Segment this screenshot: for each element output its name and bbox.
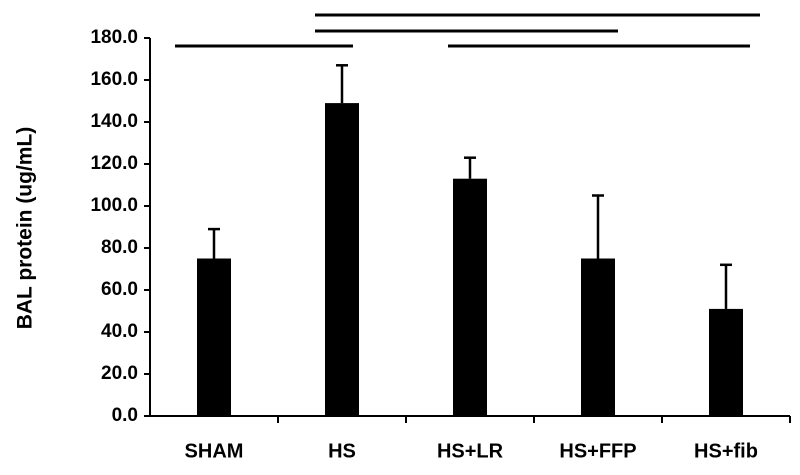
y-tick-label: 0.0 [112, 405, 138, 426]
bar [709, 308, 743, 416]
error-bar [336, 64, 348, 104]
x-tick-label: HS+FFP [559, 440, 636, 462]
y-tick-label: 100.0 [90, 195, 138, 216]
error-bar [592, 194, 604, 259]
error-bar [720, 263, 732, 309]
y-axis-label: BAL protein (ug/mL) [14, 127, 37, 330]
x-tick-label: HS [328, 440, 356, 462]
y-tick-label: 40.0 [101, 321, 138, 342]
x-tick-label: HS+LR [437, 440, 504, 462]
y-tick-label: 140.0 [90, 111, 138, 132]
significance-lines [175, 13, 760, 48]
x-tick-label: HS+fib [694, 440, 758, 462]
error-bar [208, 227, 220, 259]
error-bar [464, 156, 476, 179]
bar [581, 258, 615, 416]
x-tick-label: SHAM [185, 440, 244, 462]
y-tick-label: 120.0 [90, 153, 138, 174]
y-tick-label: 180.0 [90, 27, 138, 48]
bar [197, 258, 231, 416]
y-tick-label: 160.0 [90, 69, 138, 90]
bar [453, 178, 487, 416]
y-tick-label: 80.0 [101, 237, 138, 258]
y-tick-label: 60.0 [101, 279, 138, 300]
bar [325, 103, 359, 416]
y-tick-label: 20.0 [101, 363, 138, 384]
